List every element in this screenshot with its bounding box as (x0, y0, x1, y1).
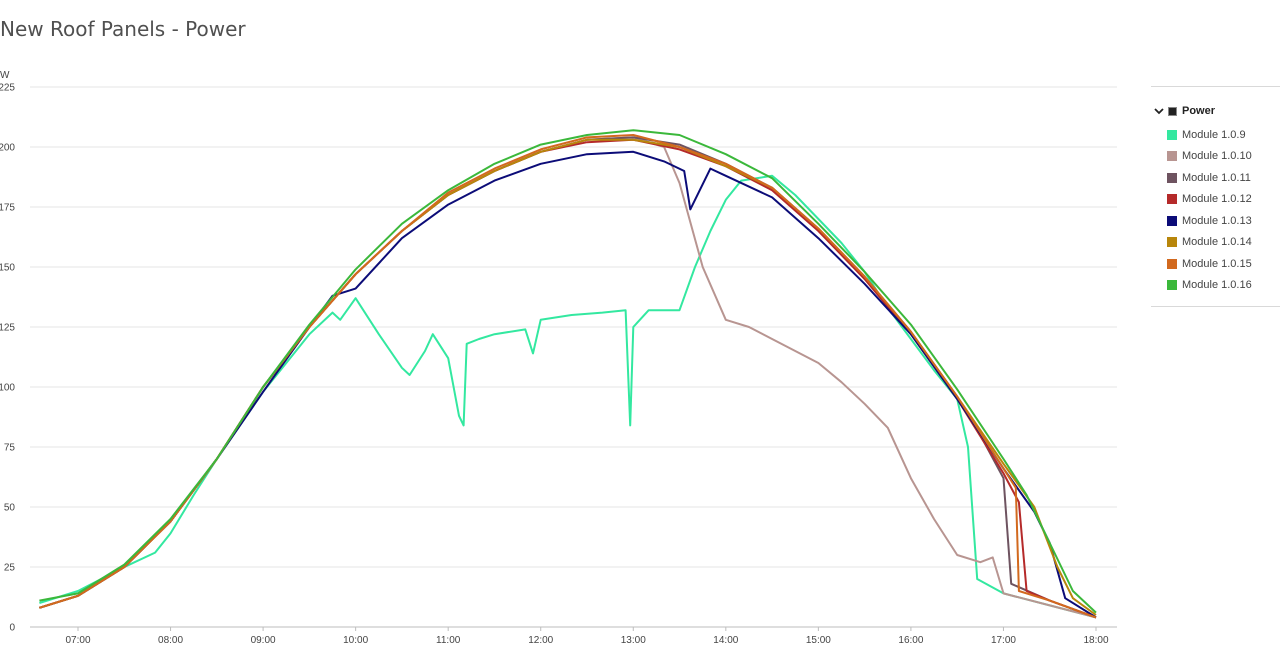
y-tick-label: 75 (4, 443, 16, 454)
legend-group-label: Power (1182, 105, 1216, 117)
legend-item-label: Module 1.0.12 (1182, 193, 1252, 206)
series-line-module-1-0-16[interactable] (39, 129, 1097, 614)
x-tick-label: 13:00 (621, 635, 646, 646)
legend-swatch (1167, 280, 1177, 291)
y-tick-label: 225 (0, 83, 15, 94)
legend-item-label: Module 1.0.16 (1182, 279, 1252, 292)
legend-item[interactable]: Module 1.0.13 (1151, 210, 1280, 232)
legend-item[interactable]: Module 1.0.12 (1151, 189, 1280, 211)
legend-item[interactable]: Module 1.0.10 (1151, 146, 1280, 168)
legend-item[interactable]: Module 1.0.14 (1151, 232, 1280, 254)
x-tick-label: 07:00 (65, 635, 90, 646)
series-line-module-1-0-11[interactable] (39, 136, 1097, 619)
power-line-chart: 0 25 50 75 100 125 150 175 200 225 07:00 08:00 09:0… (0, 70, 1117, 646)
x-tick-label: 11:00 (436, 635, 461, 646)
x-tick-label: 10:00 (343, 635, 368, 646)
x-tick-label: 12:00 (528, 635, 553, 646)
legend-bottom-divider (1151, 306, 1280, 307)
x-tick-label: 09:00 (251, 635, 276, 646)
legend-swatch (1167, 151, 1177, 162)
y-axis-ticks: 0 25 50 75 100 125 150 175 200 225 (0, 83, 15, 634)
y-tick-label: 25 (4, 563, 16, 574)
legend-swatch (1167, 172, 1177, 183)
x-tick-label: 18:00 (1083, 635, 1108, 646)
legend-item-label: Module 1.0.11 (1182, 171, 1251, 184)
legend-swatch (1167, 215, 1177, 226)
legend-item-label: Module 1.0.10 (1182, 150, 1252, 163)
y-tick-label: 200 (0, 143, 15, 154)
legend-item[interactable]: Module 1.0.9 (1151, 124, 1280, 146)
legend-item-label: Module 1.0.13 (1182, 214, 1252, 227)
legend-item-label: Module 1.0.14 (1182, 236, 1252, 249)
x-tick-label: 15:00 (806, 635, 831, 646)
legend-item[interactable]: Module 1.0.15 (1151, 253, 1280, 275)
series-line-module-1-0-14[interactable] (39, 138, 1097, 616)
series-line-module-1-0-12[interactable] (39, 138, 1097, 619)
power-group-swatch (1168, 106, 1177, 116)
x-tick-label: 14:00 (713, 635, 738, 646)
legend-item-label: Module 1.0.9 (1182, 128, 1246, 141)
y-tick-label: 50 (4, 503, 16, 514)
legend-item-label: Module 1.0.15 (1182, 257, 1252, 270)
y-tick-label: 100 (0, 383, 15, 394)
gridlines (30, 86, 1117, 628)
y-tick-label: 0 (9, 623, 15, 634)
x-tick-label: 16:00 (898, 635, 923, 646)
x-tick-label: 17:00 (991, 635, 1016, 646)
x-tick-label: 08:00 (158, 635, 183, 646)
legend-swatch (1167, 129, 1177, 140)
series-line-module-1-0-10[interactable] (39, 136, 1097, 619)
x-axis-ticks: 07:00 08:00 09:00 10:00 11:00 12:00 13:00 14:00… (65, 627, 1109, 646)
y-tick-label: 175 (0, 203, 15, 214)
chevron-down-icon[interactable] (1154, 106, 1164, 116)
series-line-module-1-0-13[interactable] (39, 150, 1097, 619)
legend-items: Module 1.0.9 Module 1.0.10 Module 1.0.11 Mo… (1151, 124, 1280, 296)
legend-item[interactable]: Module 1.0.11 (1151, 167, 1280, 189)
legend-swatch (1167, 258, 1177, 269)
y-tick-label: 150 (0, 263, 15, 274)
legend-item[interactable]: Module 1.0.16 (1151, 275, 1280, 297)
series-lines (39, 129, 1097, 619)
legend-swatch (1167, 237, 1177, 248)
legend-group-power[interactable]: Power (1151, 98, 1280, 124)
legend: Power Module 1.0.9 Module 1.0.10 Module 1.… (1151, 86, 1280, 307)
y-tick-label: 125 (0, 323, 15, 334)
series-line-module-1-0-9[interactable] (39, 174, 1097, 619)
chart-title: New Roof Panels - Power (0, 17, 246, 41)
y-axis-label: W (0, 70, 10, 81)
legend-top-divider (1151, 86, 1280, 87)
legend-swatch (1167, 194, 1177, 205)
